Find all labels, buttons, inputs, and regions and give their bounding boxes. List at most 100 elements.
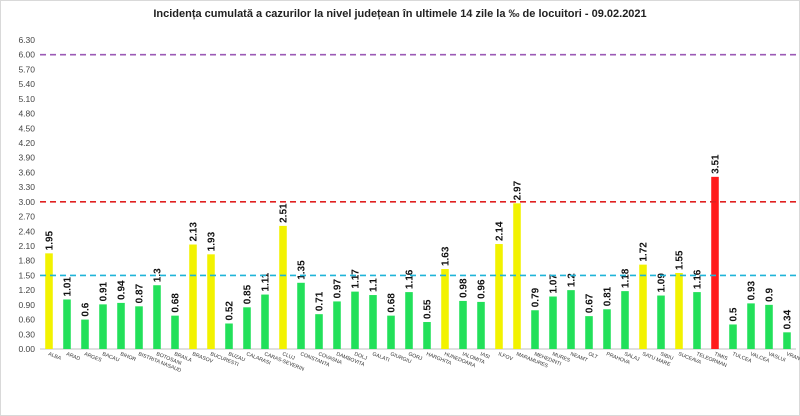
chart-title: Incidența cumulată a cazurilor la nivel … [153, 8, 647, 20]
bar [459, 300, 467, 349]
data-label: 0.55 [423, 299, 434, 319]
bar [243, 307, 251, 349]
data-label: 0.67 [585, 293, 596, 313]
data-label: 2.13 [189, 222, 200, 242]
y-tick-label: 4.50 [18, 123, 35, 133]
bar [297, 282, 305, 349]
y-tick-label: 0.00 [18, 344, 35, 354]
x-tick-label: ALBA [47, 351, 62, 362]
bar [603, 309, 611, 349]
bar [495, 244, 503, 349]
bar [117, 302, 125, 349]
y-tick-label: 4.80 [18, 109, 35, 119]
y-tick-label: 0.60 [18, 315, 35, 325]
bar [729, 324, 737, 349]
bar [477, 301, 485, 349]
y-tick-label: 3.90 [18, 153, 35, 163]
data-label: 0.34 [783, 309, 794, 329]
y-tick-label: 1.50 [18, 270, 35, 280]
x-tick-label: GORJ [407, 351, 423, 362]
data-label: 0.85 [243, 284, 254, 304]
bar [513, 203, 521, 349]
bar [405, 292, 413, 349]
data-label: 0.79 [531, 287, 542, 307]
x-tick-label: CLUJ [281, 351, 296, 362]
y-tick-label: 3.00 [18, 197, 35, 207]
bar [153, 285, 161, 349]
x-tick-label: VASLUI [767, 351, 786, 363]
y-tick-label: 0.90 [18, 300, 35, 310]
x-tick-label: VRANCEA [785, 351, 800, 366]
bar [81, 319, 89, 349]
data-label: 2.51 [279, 203, 290, 223]
data-label: 0.68 [171, 293, 182, 313]
y-tick-label: 5.10 [18, 94, 35, 104]
y-tick-label: 2.10 [18, 241, 35, 251]
data-label: 1.17 [351, 269, 362, 289]
bar [639, 264, 647, 349]
bar [189, 244, 197, 349]
bar [549, 296, 557, 349]
y-tick-label: 5.70 [18, 64, 35, 74]
bar [225, 323, 233, 349]
data-label: 1.95 [45, 230, 56, 250]
data-label: 1.11 [261, 272, 272, 291]
data-label: 1.2 [567, 273, 578, 287]
y-tick-label: 4.20 [18, 138, 35, 148]
y-tick-label: 1.20 [18, 285, 35, 295]
data-label: 1.16 [693, 269, 704, 289]
bar [387, 315, 395, 349]
data-label: 2.14 [495, 221, 506, 241]
data-label: 1.07 [549, 274, 560, 294]
x-tick-label: NEAMT [569, 351, 589, 364]
data-label: 0.71 [315, 291, 326, 311]
bar [657, 295, 665, 349]
bar [99, 304, 107, 349]
x-tick-label: BIHOR [119, 351, 137, 363]
x-tick-label: ILFOV [497, 351, 514, 362]
data-label: 1.35 [297, 260, 308, 280]
data-label: 0.81 [603, 286, 614, 306]
bar [747, 303, 755, 349]
bar [333, 301, 341, 349]
data-label: 1.55 [675, 250, 686, 270]
y-tick-label: 5.40 [18, 79, 35, 89]
bar [621, 291, 629, 349]
data-label: 0.6 [81, 302, 92, 316]
y-tick-label: 2.70 [18, 212, 35, 222]
data-label: 1.16 [405, 269, 416, 289]
data-label: 0.97 [333, 279, 344, 299]
data-label: 2.97 [513, 180, 524, 200]
bar [567, 290, 575, 349]
data-label: 0.98 [459, 278, 470, 298]
data-label: 0.5 [729, 307, 740, 321]
data-label: 1.1 [369, 278, 380, 292]
x-tick-label: BACAU [101, 351, 120, 363]
data-label: 0.68 [387, 293, 398, 313]
x-tick-label: ARGES [83, 351, 103, 364]
bar [693, 292, 701, 349]
data-label: 0.93 [747, 280, 758, 300]
bar [765, 304, 773, 349]
data-label: 1.63 [441, 246, 452, 266]
bar [675, 272, 683, 349]
data-label: 1.72 [639, 242, 650, 262]
x-tick-label: TIMIS [713, 351, 729, 362]
bar [261, 294, 269, 349]
x-tick-label: DOLJ [353, 351, 368, 362]
bar [315, 314, 323, 349]
y-tick-label: 3.60 [18, 167, 35, 177]
y-tick-label: 1.80 [18, 256, 35, 266]
bar [135, 306, 143, 349]
y-tick-label: 6.30 [18, 35, 35, 45]
y-tick-label: 2.40 [18, 226, 35, 236]
data-label: 0.52 [225, 301, 236, 321]
bar [585, 316, 593, 349]
x-tick-label: OLT [587, 351, 599, 361]
y-tick-label: 0.30 [18, 329, 35, 339]
bar [531, 310, 539, 349]
data-label: 1.09 [657, 273, 668, 293]
data-label: 1.3 [153, 268, 164, 282]
data-label: 0.94 [117, 280, 128, 300]
